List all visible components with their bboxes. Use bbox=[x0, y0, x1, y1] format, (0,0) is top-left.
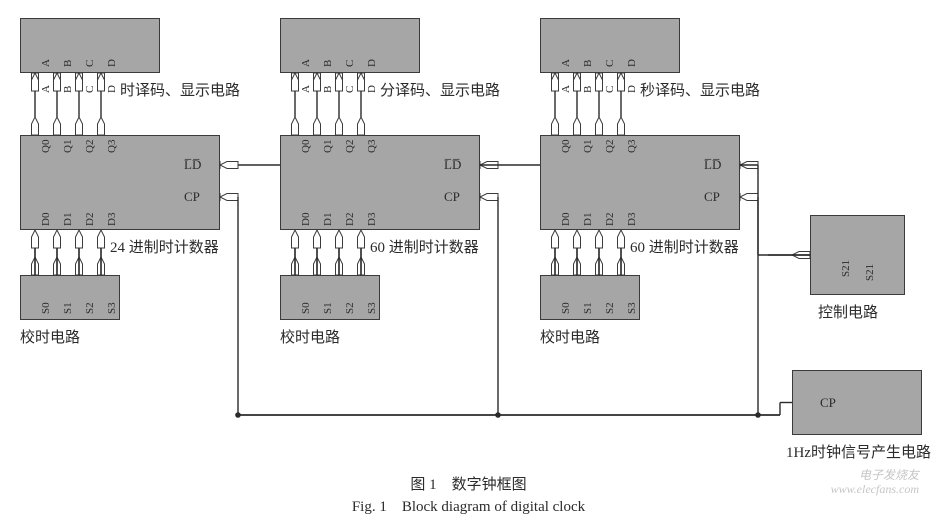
hour-q-Q2: Q2 bbox=[84, 140, 96, 153]
second-CP-label: CP bbox=[704, 189, 720, 205]
minute-disp-pin-in-A: A bbox=[300, 59, 312, 67]
control-pin-s21: S21 bbox=[840, 260, 852, 277]
hour-disp-pin-in-D: D bbox=[106, 59, 118, 67]
hour-preset-label: 校时电路 bbox=[20, 326, 80, 347]
watermark-2: www.elecfans.com bbox=[831, 482, 919, 497]
second-d-D0: D0 bbox=[560, 213, 572, 226]
minute-q-Q1: Q1 bbox=[322, 140, 334, 153]
minute-q-Q3: Q3 bbox=[366, 140, 378, 153]
minute-s-S3: S3 bbox=[366, 302, 378, 314]
hour-q-Q1: Q1 bbox=[62, 140, 74, 153]
hour-disp-pin-A: A bbox=[40, 85, 52, 93]
second-s-S2: S2 bbox=[604, 302, 616, 314]
hour-d-D1: D1 bbox=[62, 213, 74, 226]
second-d-D3: D3 bbox=[626, 213, 638, 226]
second-disp-pin-D: D bbox=[626, 85, 638, 93]
minute-s-S1: S1 bbox=[322, 302, 334, 314]
clockgen-label: 1Hz时钟信号产生电路 bbox=[786, 441, 931, 462]
second-LD-label: L̅D̅ bbox=[704, 157, 721, 173]
caption-zh: 图 1 数字钟框图 bbox=[0, 473, 937, 494]
hour-disp-pin-D: D bbox=[106, 85, 118, 93]
hour-disp-pin-in-B: B bbox=[62, 60, 74, 67]
hour-CP-label: CP bbox=[184, 189, 200, 205]
hour-d-D3: D3 bbox=[106, 213, 118, 226]
control-s21-text: S21 bbox=[864, 264, 876, 281]
hour-s-S0: S0 bbox=[40, 302, 52, 314]
control-box bbox=[810, 215, 905, 295]
minute-s-S2: S2 bbox=[344, 302, 356, 314]
minute-counter-label: 60 进制时计数器 bbox=[370, 236, 479, 257]
second-counter-label: 60 进制时计数器 bbox=[630, 236, 739, 257]
minute-disp-pin-in-C: C bbox=[344, 60, 356, 67]
minute-preset-label: 校时电路 bbox=[280, 326, 340, 347]
second-disp-pin-in-B: B bbox=[582, 60, 594, 67]
minute-CP-label: CP bbox=[444, 189, 460, 205]
minute-d-D2: D2 bbox=[344, 213, 356, 226]
clockgen-box bbox=[792, 370, 922, 435]
minute-q-Q2: Q2 bbox=[344, 140, 356, 153]
hour-display-label: 时译码、显示电路 bbox=[120, 79, 240, 100]
second-display-label: 秒译码、显示电路 bbox=[640, 79, 760, 100]
minute-disp-pin-D: D bbox=[366, 85, 378, 93]
watermark-1: 电子发烧友 bbox=[859, 466, 919, 483]
second-s-S0: S0 bbox=[560, 302, 572, 314]
control-label: 控制电路 bbox=[818, 301, 878, 322]
hour-s-S3: S3 bbox=[106, 302, 118, 314]
second-q-Q1: Q1 bbox=[582, 140, 594, 153]
second-q-Q0: Q0 bbox=[560, 140, 572, 153]
second-preset-label: 校时电路 bbox=[540, 326, 600, 347]
second-s-S3: S3 bbox=[626, 302, 638, 314]
second-q-Q3: Q3 bbox=[626, 140, 638, 153]
hour-q-Q3: Q3 bbox=[106, 140, 118, 153]
hour-counter-label: 24 进制时计数器 bbox=[110, 236, 219, 257]
minute-LD-label: L̅D̅ bbox=[444, 157, 461, 173]
clockgen-cp-label: CP bbox=[820, 395, 836, 411]
minute-disp-pin-in-D: D bbox=[366, 59, 378, 67]
second-disp-pin-in-C: C bbox=[604, 60, 616, 67]
hour-disp-pin-C: C bbox=[84, 86, 96, 93]
hour-s-S2: S2 bbox=[84, 302, 96, 314]
minute-disp-pin-in-B: B bbox=[322, 60, 334, 67]
second-d-D2: D2 bbox=[604, 213, 616, 226]
diagram-stage: AABBCCDD时译码、显示电路Q0Q1Q2Q3D0D1D2D3L̅D̅CP24… bbox=[0, 0, 937, 523]
minute-disp-pin-B: B bbox=[322, 86, 334, 93]
minute-disp-pin-C: C bbox=[344, 86, 356, 93]
minute-display-label: 分译码、显示电路 bbox=[380, 79, 500, 100]
second-disp-pin-C: C bbox=[604, 86, 616, 93]
second-disp-pin-A: A bbox=[560, 85, 572, 93]
minute-d-D3: D3 bbox=[366, 213, 378, 226]
second-disp-pin-B: B bbox=[582, 86, 594, 93]
minute-disp-pin-A: A bbox=[300, 85, 312, 93]
second-disp-pin-in-D: D bbox=[626, 59, 638, 67]
second-q-Q2: Q2 bbox=[604, 140, 616, 153]
hour-disp-pin-in-A: A bbox=[40, 59, 52, 67]
second-s-S1: S1 bbox=[582, 302, 594, 314]
hour-q-Q0: Q0 bbox=[40, 140, 52, 153]
hour-LD-label: L̅D̅ bbox=[184, 157, 201, 173]
minute-s-S0: S0 bbox=[300, 302, 312, 314]
hour-d-D0: D0 bbox=[40, 213, 52, 226]
second-disp-pin-in-A: A bbox=[560, 59, 572, 67]
second-d-D1: D1 bbox=[582, 213, 594, 226]
hour-disp-pin-B: B bbox=[62, 86, 74, 93]
minute-d-D0: D0 bbox=[300, 213, 312, 226]
hour-disp-pin-in-C: C bbox=[84, 60, 96, 67]
minute-q-Q0: Q0 bbox=[300, 140, 312, 153]
caption-en: Fig. 1 Block diagram of digital clock bbox=[0, 495, 937, 516]
minute-d-D1: D1 bbox=[322, 213, 334, 226]
hour-s-S1: S1 bbox=[62, 302, 74, 314]
hour-d-D2: D2 bbox=[84, 213, 96, 226]
